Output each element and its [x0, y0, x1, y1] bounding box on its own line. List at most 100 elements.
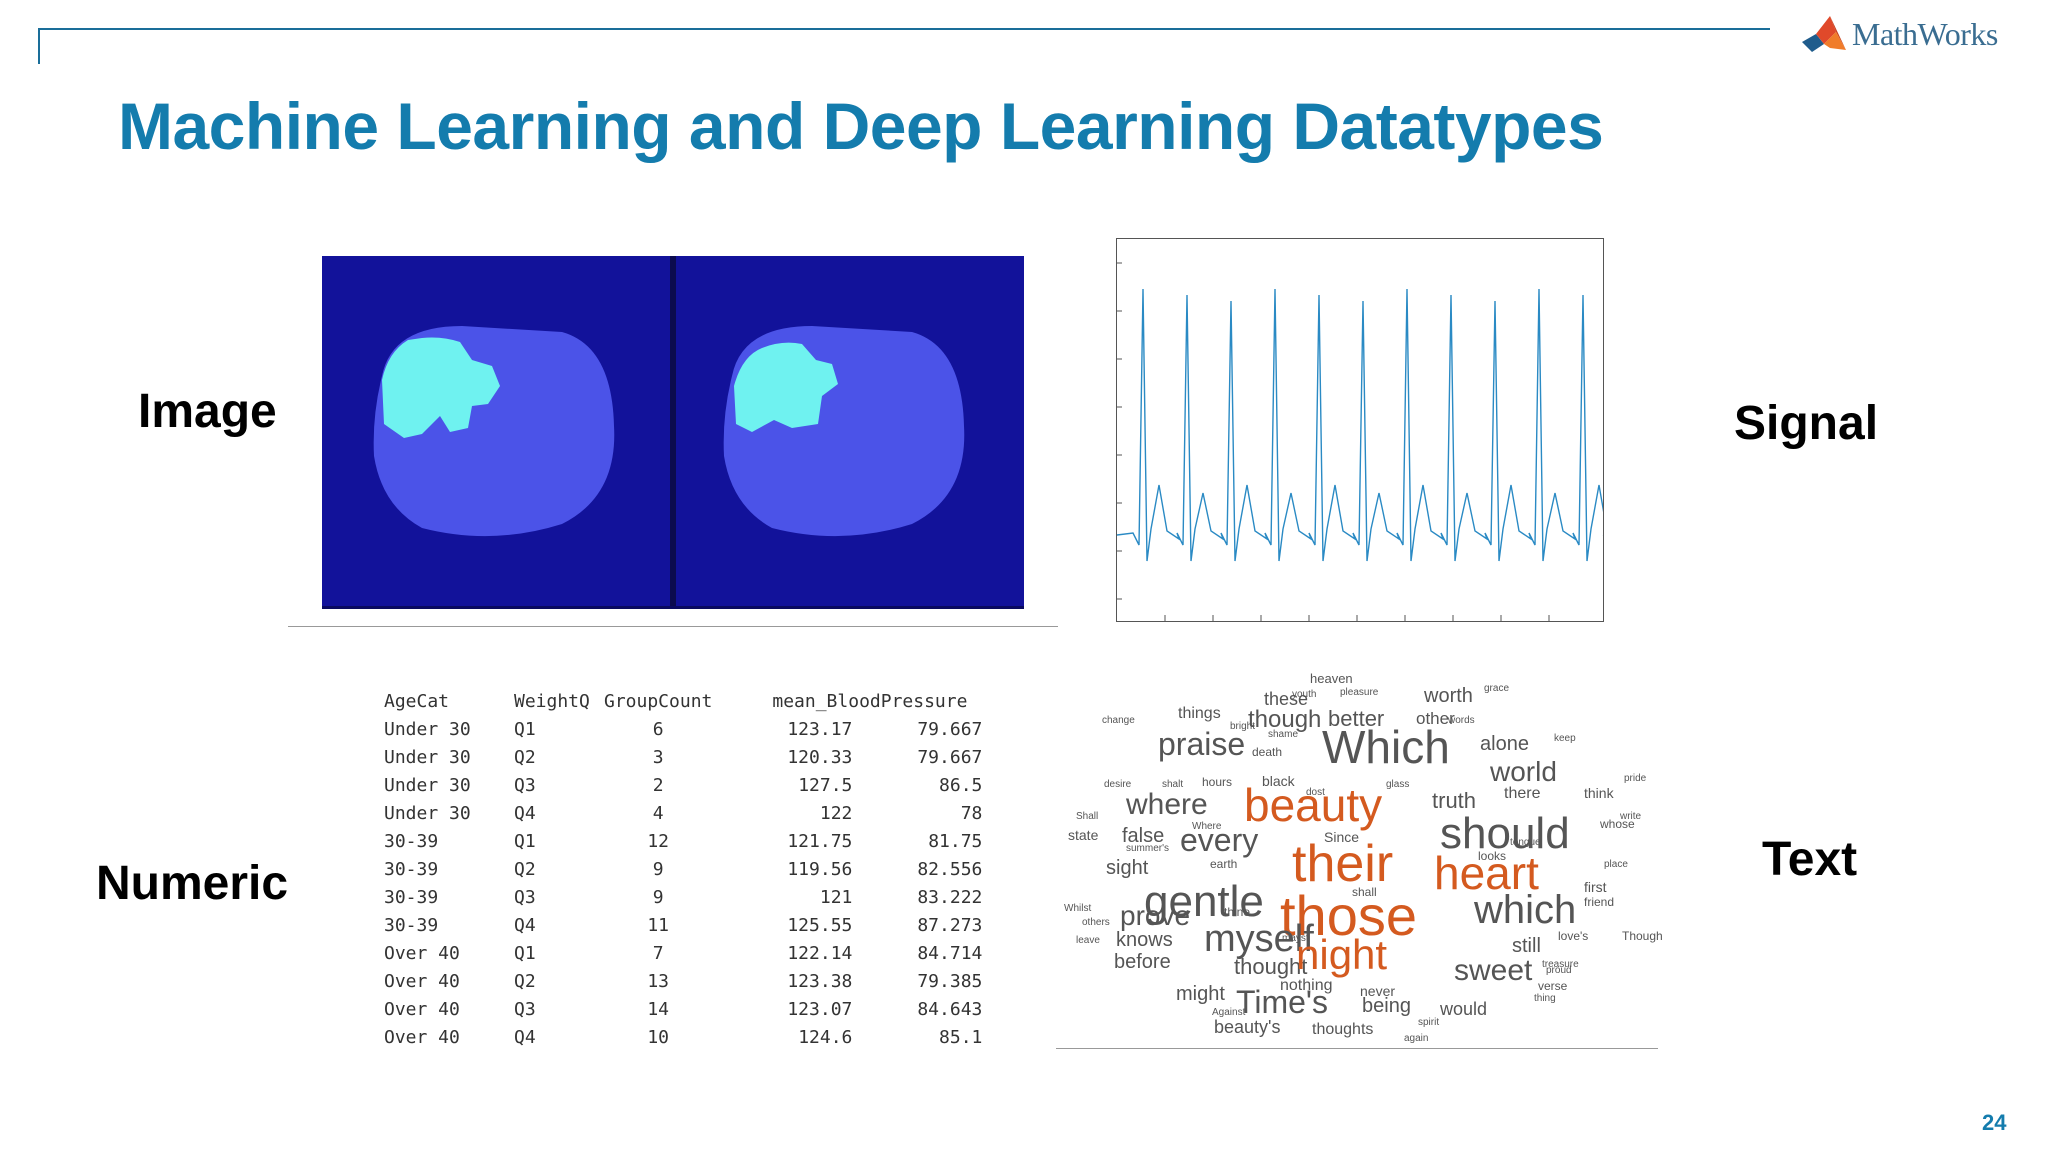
cloud-word: beauty's: [1214, 1017, 1281, 1037]
table-cell: Q3: [514, 775, 536, 796]
cloud-word: proud: [1546, 965, 1572, 976]
table-cell: Over 40: [384, 943, 460, 964]
table-cell: Q3: [514, 887, 536, 908]
table-cell: Q4: [514, 1027, 536, 1048]
cloud-word: Though: [1622, 929, 1663, 943]
slide-title: Machine Learning and Deep Learning Datat…: [118, 89, 1604, 163]
cloud-word: still: [1512, 935, 1541, 957]
table-row: Under 30 Q2 3 120.33 79.667: [384, 744, 982, 772]
cloud-word: every: [1180, 822, 1259, 858]
cloud-word: gentle: [1144, 877, 1264, 926]
table-cell: 7: [652, 943, 664, 964]
cloud-word: before: [1114, 951, 1171, 973]
table-cell: 85.1: [939, 1027, 983, 1048]
numeric-label: Numeric: [96, 857, 289, 910]
header-rule-tick: [38, 28, 40, 64]
cloud-word: Whilst: [1064, 903, 1092, 914]
cloud-word: first: [1584, 879, 1607, 895]
table-cell: 6: [652, 719, 664, 740]
cloud-word: hours: [1202, 775, 1233, 789]
cloud-word: spirit: [1418, 1017, 1440, 1028]
cloud-word: thought: [1234, 954, 1308, 979]
cloud-word: might: [1176, 983, 1225, 1005]
cloud-word: beauty: [1244, 779, 1383, 831]
table-cell: 119.56: [787, 859, 853, 880]
header-rule: [38, 28, 1770, 30]
cloud-word: truth: [1432, 788, 1477, 813]
table-row: Over 40 Q1 7 122.14 84.714: [384, 940, 982, 968]
cloud-word: looks: [1478, 849, 1507, 863]
image-label: Image: [138, 385, 277, 438]
cloud-word: glass: [1386, 779, 1410, 790]
mri-divider: [670, 256, 676, 606]
cloud-word: bright: [1230, 721, 1256, 732]
table-cell: 125.55: [787, 915, 853, 936]
cloud-word: youth: [1292, 689, 1317, 700]
table-cell: Q2: [514, 747, 536, 768]
table-cell: 79.385: [917, 971, 983, 992]
table-cell: Q2: [514, 971, 536, 992]
cloud-word: think: [1584, 785, 1614, 801]
table-cell: 127.5: [798, 775, 853, 796]
table-cell: 120.33: [787, 747, 853, 768]
table-row: 30-39 Q1 12 121.75 81.75: [384, 828, 982, 856]
cloud-word: which: [1474, 888, 1577, 932]
membrane-logo-icon: [1802, 16, 1846, 52]
table-cell: 79.667: [917, 719, 983, 740]
table-cell: 9: [652, 859, 664, 880]
table-cell: 30-39: [384, 859, 439, 880]
table-cell: 82.556: [917, 859, 983, 880]
cloud-word: Where: [1192, 821, 1222, 832]
table-cell: 123.17: [787, 719, 853, 740]
table-cell: 87.273: [917, 915, 983, 936]
table-cell: 2: [652, 775, 664, 796]
cloud-word: worth: [1424, 685, 1473, 707]
cloud-word: desire: [1104, 779, 1132, 790]
cloud-word: things: [1178, 705, 1221, 722]
page-number: 24: [1982, 1110, 2007, 1135]
table-cell: 30-39: [384, 915, 439, 936]
table-cell: 122.14: [787, 943, 853, 964]
cloud-word: being: [1362, 995, 1411, 1017]
cloud-word: heart: [1434, 847, 1539, 899]
header-groupcount: GroupCount: [604, 691, 713, 712]
table-row: Over 40 Q3 14 123.07 84.643: [384, 996, 982, 1024]
logo-wordmark: MathWorks: [1852, 15, 1998, 52]
cloud-word: prove: [1120, 900, 1191, 931]
cloud-word: others: [1082, 917, 1110, 928]
signal-label: Signal: [1734, 397, 1879, 450]
cloud-word: mayst: [1282, 933, 1309, 944]
cloud-word: those: [1280, 884, 1417, 947]
cloud-word: dost: [1306, 787, 1325, 798]
cloud-word: shalt: [1162, 779, 1184, 790]
cloud-word: again: [1404, 1033, 1429, 1044]
cloud-word: Time's: [1236, 984, 1329, 1020]
word-cloud: heaven these pleasure worth things though bett…: [1064, 672, 1664, 1044]
table-cell: Q4: [514, 915, 536, 936]
cloud-word: Against: [1212, 1007, 1246, 1018]
cloud-word: friend: [1584, 895, 1615, 909]
cloud-word: pleasure: [1340, 687, 1379, 698]
text-rule: [1056, 1048, 1658, 1049]
cloud-word: other: [1416, 709, 1455, 728]
table-cell: 78: [960, 803, 983, 824]
cloud-word: words: [1448, 715, 1475, 726]
table-cell: 11: [647, 915, 670, 936]
table-cell: Q1: [514, 719, 536, 740]
cloud-word: praise: [1158, 726, 1246, 762]
cloud-word: grace: [1484, 683, 1510, 694]
table-cell: Over 40: [384, 999, 460, 1020]
cloud-word: would: [1440, 999, 1488, 1019]
table-row: Over 40 Q2 13 123.38 79.385: [384, 968, 982, 996]
table-header-row: AgeCat WeightQ GroupCount mean_BloodPres…: [384, 688, 982, 716]
cloud-word: state: [1068, 827, 1099, 843]
image-rule: [288, 626, 1058, 627]
cloud-word: never: [1360, 983, 1396, 999]
cloud-word: verse: [1538, 979, 1568, 993]
table-row: Under 30 Q4 4 122 78: [384, 800, 982, 828]
cloud-word: write: [1620, 811, 1642, 822]
table-cell: 122: [819, 803, 853, 824]
brain-scan-right: [723, 326, 965, 537]
mathworks-logo: MathWorks: [1800, 10, 1998, 58]
cloud-word: where: [1126, 788, 1208, 821]
